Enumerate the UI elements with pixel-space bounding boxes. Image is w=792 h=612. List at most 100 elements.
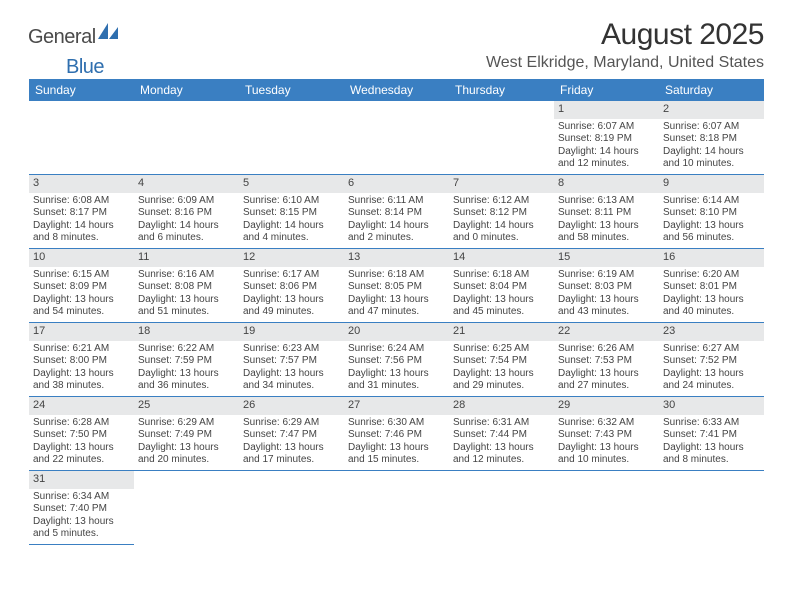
day-cell: 27Sunrise: 6:30 AMSunset: 7:46 PMDayligh… xyxy=(344,397,449,471)
sunrise-text: Sunrise: 6:28 AM xyxy=(33,417,130,430)
sunset-text: Sunset: 8:16 PM xyxy=(138,207,235,220)
day-cell: 18Sunrise: 6:22 AMSunset: 7:59 PMDayligh… xyxy=(134,323,239,397)
sail-icon xyxy=(98,23,120,46)
day-cell: 19Sunrise: 6:23 AMSunset: 7:57 PMDayligh… xyxy=(239,323,344,397)
day-info: Sunrise: 6:18 AMSunset: 8:04 PMDaylight:… xyxy=(449,267,554,322)
daylight-text: Daylight: 14 hours and 2 minutes. xyxy=(348,220,445,245)
sunrise-text: Sunrise: 6:21 AM xyxy=(33,343,130,356)
daylight-text: Daylight: 13 hours and 54 minutes. xyxy=(33,294,130,319)
sunrise-text: Sunrise: 6:32 AM xyxy=(558,417,655,430)
day-cell: 25Sunrise: 6:29 AMSunset: 7:49 PMDayligh… xyxy=(134,397,239,471)
day-number: 16 xyxy=(659,249,764,267)
daylight-text: Daylight: 13 hours and 34 minutes. xyxy=(243,368,340,393)
day-info: Sunrise: 6:24 AMSunset: 7:56 PMDaylight:… xyxy=(344,341,449,396)
sunrise-text: Sunrise: 6:19 AM xyxy=(558,269,655,282)
day-info: Sunrise: 6:09 AMSunset: 8:16 PMDaylight:… xyxy=(134,193,239,248)
day-cell: 6Sunrise: 6:11 AMSunset: 8:14 PMDaylight… xyxy=(344,175,449,249)
brand-part1: General xyxy=(28,26,96,49)
sunrise-text: Sunrise: 6:16 AM xyxy=(138,269,235,282)
sunrise-text: Sunrise: 6:07 AM xyxy=(663,121,760,134)
daylight-text: Daylight: 13 hours and 31 minutes. xyxy=(348,368,445,393)
sunset-text: Sunset: 8:01 PM xyxy=(663,281,760,294)
day-info: Sunrise: 6:22 AMSunset: 7:59 PMDaylight:… xyxy=(134,341,239,396)
day-info: Sunrise: 6:19 AMSunset: 8:03 PMDaylight:… xyxy=(554,267,659,322)
sunset-text: Sunset: 7:47 PM xyxy=(243,429,340,442)
day-cell: 8Sunrise: 6:13 AMSunset: 8:11 PMDaylight… xyxy=(554,175,659,249)
day-number: 15 xyxy=(554,249,659,267)
day-number: 2 xyxy=(659,101,764,119)
sunrise-text: Sunrise: 6:10 AM xyxy=(243,195,340,208)
brand-part2: Blue xyxy=(66,56,104,78)
daylight-text: Daylight: 14 hours and 8 minutes. xyxy=(33,220,130,245)
sunrise-text: Sunrise: 6:18 AM xyxy=(348,269,445,282)
day-number: 21 xyxy=(449,323,554,341)
day-number: 30 xyxy=(659,397,764,415)
blank-cell xyxy=(449,471,554,545)
day-info: Sunrise: 6:25 AMSunset: 7:54 PMDaylight:… xyxy=(449,341,554,396)
day-number: 8 xyxy=(554,175,659,193)
sunset-text: Sunset: 7:46 PM xyxy=(348,429,445,442)
blank-cell xyxy=(134,101,239,175)
day-cell: 29Sunrise: 6:32 AMSunset: 7:43 PMDayligh… xyxy=(554,397,659,471)
day-number: 13 xyxy=(344,249,449,267)
day-info: Sunrise: 6:08 AMSunset: 8:17 PMDaylight:… xyxy=(29,193,134,248)
sunrise-text: Sunrise: 6:08 AM xyxy=(33,195,130,208)
sunrise-text: Sunrise: 6:22 AM xyxy=(138,343,235,356)
day-info: Sunrise: 6:32 AMSunset: 7:43 PMDaylight:… xyxy=(554,415,659,470)
sunrise-text: Sunrise: 6:11 AM xyxy=(348,195,445,208)
day-info: Sunrise: 6:31 AMSunset: 7:44 PMDaylight:… xyxy=(449,415,554,470)
day-number: 4 xyxy=(134,175,239,193)
day-info: Sunrise: 6:34 AMSunset: 7:40 PMDaylight:… xyxy=(29,489,134,544)
sunrise-text: Sunrise: 6:09 AM xyxy=(138,195,235,208)
day-info: Sunrise: 6:07 AMSunset: 8:19 PMDaylight:… xyxy=(554,119,659,174)
day-cell: 3Sunrise: 6:08 AMSunset: 8:17 PMDaylight… xyxy=(29,175,134,249)
day-cell: 26Sunrise: 6:29 AMSunset: 7:47 PMDayligh… xyxy=(239,397,344,471)
daylight-text: Daylight: 13 hours and 24 minutes. xyxy=(663,368,760,393)
day-cell: 23Sunrise: 6:27 AMSunset: 7:52 PMDayligh… xyxy=(659,323,764,397)
day-number: 5 xyxy=(239,175,344,193)
brand-logo: General xyxy=(28,26,120,49)
daylight-text: Daylight: 13 hours and 49 minutes. xyxy=(243,294,340,319)
day-number: 28 xyxy=(449,397,554,415)
day-info: Sunrise: 6:21 AMSunset: 8:00 PMDaylight:… xyxy=(29,341,134,396)
day-number: 14 xyxy=(449,249,554,267)
sunset-text: Sunset: 7:49 PM xyxy=(138,429,235,442)
weekday-header: Friday xyxy=(554,79,659,101)
daylight-text: Daylight: 14 hours and 12 minutes. xyxy=(558,146,655,171)
daylight-text: Daylight: 13 hours and 58 minutes. xyxy=(558,220,655,245)
daylight-text: Daylight: 14 hours and 4 minutes. xyxy=(243,220,340,245)
day-info: Sunrise: 6:18 AMSunset: 8:05 PMDaylight:… xyxy=(344,267,449,322)
day-cell: 24Sunrise: 6:28 AMSunset: 7:50 PMDayligh… xyxy=(29,397,134,471)
daylight-text: Daylight: 13 hours and 51 minutes. xyxy=(138,294,235,319)
day-number: 29 xyxy=(554,397,659,415)
blank-cell xyxy=(449,101,554,175)
sunset-text: Sunset: 8:08 PM xyxy=(138,281,235,294)
day-info: Sunrise: 6:07 AMSunset: 8:18 PMDaylight:… xyxy=(659,119,764,174)
blank-cell xyxy=(239,471,344,545)
sunset-text: Sunset: 8:18 PM xyxy=(663,133,760,146)
daylight-text: Daylight: 13 hours and 10 minutes. xyxy=(558,442,655,467)
sunset-text: Sunset: 8:04 PM xyxy=(453,281,550,294)
blank-cell xyxy=(239,101,344,175)
daylight-text: Daylight: 13 hours and 15 minutes. xyxy=(348,442,445,467)
day-info: Sunrise: 6:29 AMSunset: 7:47 PMDaylight:… xyxy=(239,415,344,470)
sunrise-text: Sunrise: 6:25 AM xyxy=(453,343,550,356)
day-cell: 9Sunrise: 6:14 AMSunset: 8:10 PMDaylight… xyxy=(659,175,764,249)
daylight-text: Daylight: 13 hours and 29 minutes. xyxy=(453,368,550,393)
day-info: Sunrise: 6:14 AMSunset: 8:10 PMDaylight:… xyxy=(659,193,764,248)
weekday-header: Sunday xyxy=(29,79,134,101)
day-number: 3 xyxy=(29,175,134,193)
day-info: Sunrise: 6:20 AMSunset: 8:01 PMDaylight:… xyxy=(659,267,764,322)
day-number: 25 xyxy=(134,397,239,415)
day-cell: 28Sunrise: 6:31 AMSunset: 7:44 PMDayligh… xyxy=(449,397,554,471)
day-number: 31 xyxy=(29,471,134,489)
day-number: 6 xyxy=(344,175,449,193)
day-number: 23 xyxy=(659,323,764,341)
daylight-text: Daylight: 13 hours and 8 minutes. xyxy=(663,442,760,467)
sunrise-text: Sunrise: 6:27 AM xyxy=(663,343,760,356)
sunset-text: Sunset: 8:03 PM xyxy=(558,281,655,294)
daylight-text: Daylight: 13 hours and 45 minutes. xyxy=(453,294,550,319)
day-info: Sunrise: 6:33 AMSunset: 7:41 PMDaylight:… xyxy=(659,415,764,470)
day-number: 11 xyxy=(134,249,239,267)
sunset-text: Sunset: 8:12 PM xyxy=(453,207,550,220)
